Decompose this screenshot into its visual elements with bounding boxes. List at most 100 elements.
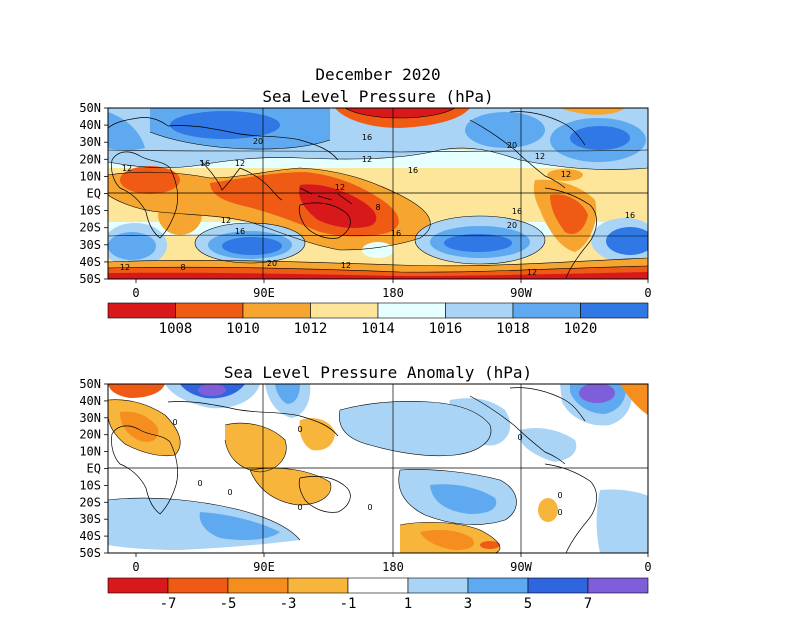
slp-colorbar-label: 1008 bbox=[159, 321, 193, 337]
slp-contour-label: 16 bbox=[391, 229, 401, 238]
slp-lat-label: 50N bbox=[79, 101, 101, 115]
slp-tasman-low bbox=[362, 242, 394, 258]
slp-colorbar-box bbox=[445, 302, 514, 319]
slp-contour-label: 20 bbox=[267, 259, 277, 268]
anomaly-spac-neg-max bbox=[480, 541, 500, 549]
anomaly-natl-pos-max bbox=[579, 384, 615, 403]
slp-lat-label: 30S bbox=[79, 238, 101, 252]
anomaly-lat-label: 30N bbox=[79, 411, 101, 425]
slp-lon-label: 0 bbox=[644, 286, 651, 300]
anomaly-colorbar-box bbox=[107, 577, 169, 594]
slp-contour-label: 16 bbox=[408, 166, 418, 175]
slp-contour-label: 12 bbox=[561, 170, 571, 179]
anomaly-colorbar-label: 7 bbox=[584, 596, 592, 612]
anomaly-contour-label: 0 bbox=[367, 503, 372, 512]
slp-coastlines bbox=[108, 111, 597, 279]
anomaly-colorbar-label: -3 bbox=[280, 596, 297, 612]
anomaly-map bbox=[108, 384, 648, 553]
anomaly-spac-neg-core bbox=[420, 530, 475, 550]
anomaly-colorbar-label: 1 bbox=[404, 596, 412, 612]
anomaly-lat-label: 40S bbox=[79, 529, 101, 543]
slp-lat-label: 20S bbox=[79, 221, 101, 235]
anomaly-brazil-neg bbox=[538, 498, 558, 522]
slp-lat-label: 20N bbox=[79, 152, 101, 166]
anomaly-lat-label: 20N bbox=[79, 428, 101, 442]
slp-colorbar-label: 1016 bbox=[429, 321, 463, 337]
anomaly-contour-label: 0 bbox=[297, 503, 302, 512]
anomaly-na-pos bbox=[449, 398, 511, 446]
slp-s-indian-high-core bbox=[222, 237, 282, 255]
anomaly-colorbar-box bbox=[587, 577, 649, 594]
slp-colorbar-box bbox=[242, 302, 311, 319]
anomaly-colorbar-box bbox=[407, 577, 469, 594]
slp-colorbar-box bbox=[107, 302, 176, 319]
slp-samerica-low-core bbox=[550, 194, 588, 235]
anomaly-contour-label: 0 bbox=[517, 433, 522, 442]
slp-lat-label: 40N bbox=[79, 118, 101, 132]
anomaly-lon-label: 90E bbox=[253, 560, 275, 574]
anomaly-colorbar-box bbox=[527, 577, 589, 594]
slp-africa-low bbox=[120, 166, 180, 194]
anomaly-contour-label: 0 bbox=[172, 418, 177, 427]
anomaly-colorbar-label: -1 bbox=[340, 596, 357, 612]
slp-map bbox=[108, 108, 648, 279]
anomaly-colorbar-label: -7 bbox=[160, 596, 177, 612]
anomaly-contour-label: 0 bbox=[557, 508, 562, 517]
slp-contour-label: 16 bbox=[512, 207, 522, 216]
anomaly-colorbar-box bbox=[347, 577, 409, 594]
slp-title-line2: Sea Level Pressure (hPa) bbox=[262, 87, 493, 106]
anomaly-lat-label: 50S bbox=[79, 546, 101, 560]
slp-colorbar-box bbox=[512, 302, 581, 319]
anomaly-title: Sea Level Pressure Anomaly (hPa) bbox=[224, 363, 532, 382]
slp-southern-ocean-1008 bbox=[108, 272, 648, 279]
slp-contour-label: 12 bbox=[221, 216, 231, 225]
anomaly-sh-pos-core bbox=[199, 512, 280, 540]
anomaly-colorbar-label: 3 bbox=[464, 596, 472, 612]
slp-colorbar-box bbox=[580, 302, 649, 319]
slp-s-atlantic-high-1020 bbox=[108, 232, 156, 260]
slp-contour-label: 16 bbox=[625, 211, 635, 220]
anomaly-sh-pos-east bbox=[596, 489, 648, 553]
slp-lon-label: 90E bbox=[253, 286, 275, 300]
anomaly-japan-pos-core bbox=[275, 384, 300, 404]
anomaly-india-neg bbox=[225, 423, 287, 472]
anomaly-lat-label: 30S bbox=[79, 512, 101, 526]
slp-contour-label: 8 bbox=[180, 263, 185, 272]
slp-contour-label: 8 bbox=[375, 203, 380, 212]
anomaly-lon-label: 180 bbox=[382, 560, 404, 574]
slp-contour-label: 12 bbox=[122, 164, 132, 173]
anomaly-mideast-neg-core bbox=[120, 411, 159, 442]
slp-aleutian-low-core bbox=[345, 108, 455, 118]
slp-lat-label: 10N bbox=[79, 169, 101, 183]
anomaly-colorbar-box bbox=[287, 577, 349, 594]
anomaly-spac-pos-core bbox=[430, 484, 497, 514]
slp-contour-label: 12 bbox=[535, 152, 545, 161]
slp-gridlines bbox=[108, 108, 648, 279]
slp-colorbar-box bbox=[310, 302, 379, 319]
anomaly-contours bbox=[108, 399, 517, 553]
slp-lat-label: 40S bbox=[79, 255, 101, 269]
anomaly-lat-label: 50N bbox=[79, 377, 101, 391]
anomaly-lat-label: 20S bbox=[79, 495, 101, 509]
slp-contour-label: 12 bbox=[362, 155, 372, 164]
slp-lat-label: 30N bbox=[79, 135, 101, 149]
anomaly-europe-neg bbox=[108, 384, 165, 398]
slp-colorbar-label: 1014 bbox=[361, 321, 395, 337]
slp-title-line1: December 2020 bbox=[315, 65, 440, 84]
slp-contour-label: 20 bbox=[507, 221, 517, 230]
slp-mexico-low bbox=[547, 169, 583, 181]
anomaly-lat-label: 10N bbox=[79, 445, 101, 459]
slp-lon-label: 180 bbox=[382, 286, 404, 300]
slp-contour-label: 12 bbox=[341, 261, 351, 270]
slp-contour-label: 12 bbox=[335, 183, 345, 192]
slp-lon-label: 0 bbox=[132, 286, 139, 300]
slp-contour-label: 12 bbox=[120, 263, 130, 272]
slp-contour-label: 20 bbox=[253, 137, 263, 146]
slp-colorbar-box bbox=[175, 302, 244, 319]
anomaly-lon-label: 0 bbox=[132, 560, 139, 574]
slp-siberian-high-core bbox=[170, 111, 280, 139]
anomaly-lat-label: 10S bbox=[79, 478, 101, 492]
anomaly-nw-europe-max bbox=[198, 384, 226, 396]
slp-atlantic-high-core bbox=[570, 126, 630, 150]
